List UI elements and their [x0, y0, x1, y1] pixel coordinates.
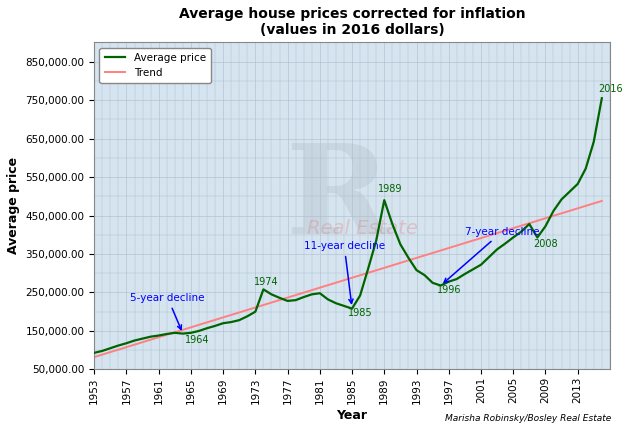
- Text: 5-year decline: 5-year decline: [130, 293, 205, 329]
- Text: 1964: 1964: [185, 335, 210, 345]
- Text: Marisha Robinsky/Bosley Real Estate: Marisha Robinsky/Bosley Real Estate: [445, 414, 611, 423]
- Text: 1974: 1974: [254, 277, 278, 287]
- Text: Real Estate: Real Estate: [307, 219, 418, 238]
- Text: R: R: [285, 139, 389, 260]
- Average price: [372, 238, 380, 243]
- Average price: [598, 96, 605, 101]
- Average price: [300, 294, 307, 299]
- Text: 1989: 1989: [378, 184, 403, 193]
- Average price: [155, 333, 163, 338]
- Text: 2008: 2008: [534, 239, 558, 249]
- Text: 1985: 1985: [348, 308, 372, 318]
- Average price: [340, 303, 348, 308]
- X-axis label: Year: Year: [336, 409, 367, 422]
- Y-axis label: Average price: Average price: [7, 157, 20, 254]
- Title: Average house prices corrected for inflation
(values in 2016 dollars): Average house prices corrected for infla…: [179, 7, 525, 37]
- Average price: [421, 272, 428, 278]
- Average price: [413, 268, 420, 273]
- Average price: [91, 350, 98, 355]
- Text: 11-year decline: 11-year decline: [304, 241, 385, 303]
- Legend: Average price, Trend: Average price, Trend: [100, 48, 211, 83]
- Line: Average price: Average price: [94, 98, 602, 353]
- Text: 2016: 2016: [598, 84, 622, 94]
- Text: 7-year decline: 7-year decline: [444, 227, 539, 283]
- Text: 1996: 1996: [437, 285, 461, 295]
